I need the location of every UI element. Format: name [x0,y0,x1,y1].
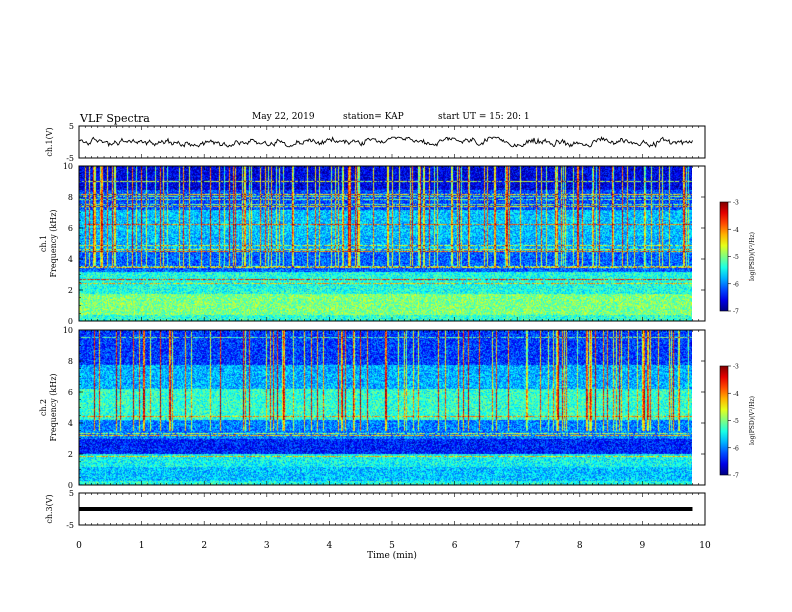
ch1-spectrogram-ytick-label: 10 [63,162,73,171]
ch2-spectrogram-colorbar-tick-label: -3 [733,364,739,371]
ch3-waveform-ylabel: ch.3(V) [45,494,54,523]
ch2-spectrogram-colorbar-label: log(PSD)(V²/Hz) [749,396,756,445]
ch1-spectrogram-ylabel: Frequency (kHz) [49,209,58,277]
ch2-spectrogram-ylabel: Frequency (kHz) [49,373,58,441]
ch2-spectrogram-colorbar [719,365,729,476]
ch2-spectrogram-ytick-label: 0 [68,481,73,490]
ch2-spectrogram-ytick-label: 6 [68,388,73,397]
ch1-waveform-series-line [78,135,693,148]
ch1-spectrogram-colorbar-tick-label: -4 [733,227,739,234]
x-tick-label: 1 [139,541,145,551]
chart-title: VLF Spectra [80,112,150,125]
x-tick-label: 6 [452,541,458,551]
ch2-spectrogram-ylabel-channel: ch.2 [39,399,48,416]
ch1-spectrogram-ytick-label: 0 [68,317,73,326]
ch1-spectrogram-colorbar-tick-label: -7 [733,309,739,316]
start-time-label: start UT = 15: 20: 1 [438,112,530,122]
ch1-spectrogram-ylabel-channel: ch.1 [39,235,48,252]
ch1-spectrogram-colorbar [719,201,729,312]
ch2-spectrogram-ytick-label: 2 [68,450,73,459]
ch1-spectrogram-ytick-label: 2 [68,286,73,295]
ch1-spectrogram-colorbar-tick-label: -3 [733,200,739,207]
ch1-spectrogram-ytick-label: 6 [68,224,73,233]
ch2-spectrogram-colorbar-tick-label: -5 [733,418,739,425]
ch1-spectrogram-image [79,166,692,321]
x-tick-label: 0 [76,541,82,551]
x-tick-label: 10 [699,541,711,551]
ch1-spectrogram-colorbar-tick-label: -5 [733,254,739,261]
ch2-spectrogram-ytick-label: 10 [63,326,73,335]
ch2-spectrogram-ytick-label: 8 [68,357,73,366]
date-label: May 22, 2019 [252,112,315,122]
ch2-spectrogram-ytick-label: 4 [68,419,73,428]
ch1-waveform-ytick-label: -5 [66,154,74,163]
ch2-spectrogram-colorbar-tick-label: -6 [733,445,739,452]
ch1-waveform-ylabel: ch.1(V) [45,127,54,156]
x-tick-label: 9 [640,541,646,551]
ch2-spectrogram-colorbar-tick-label: -4 [733,391,739,398]
ch1-spectrogram-colorbar-tick-label: -6 [733,281,739,288]
x-axis-label: Time (min) [367,550,417,561]
x-tick-label: 7 [514,541,520,551]
ch3-waveform-ytick-label: -5 [66,521,74,530]
x-tick-label: 3 [264,541,270,551]
ch2-spectrogram-image [79,330,692,485]
x-tick-label: 4 [327,541,333,551]
ch2-spectrogram-colorbar-tick-label: -7 [733,473,739,480]
ch1-waveform-ytick-label: 5 [69,122,74,131]
x-tick-label: 8 [577,541,583,551]
ch1-spectrogram-ytick-label: 4 [68,255,73,264]
ch1-spectrogram-colorbar-label: log(PSD)(V²/Hz) [749,232,756,281]
x-tick-label: 2 [201,541,207,551]
ch3-waveform-ytick-label: 5 [69,489,74,498]
x-tick-label: 5 [389,541,395,551]
station-label: station= KAP [343,112,404,122]
ch1-spectrogram-ytick-label: 8 [68,193,73,202]
